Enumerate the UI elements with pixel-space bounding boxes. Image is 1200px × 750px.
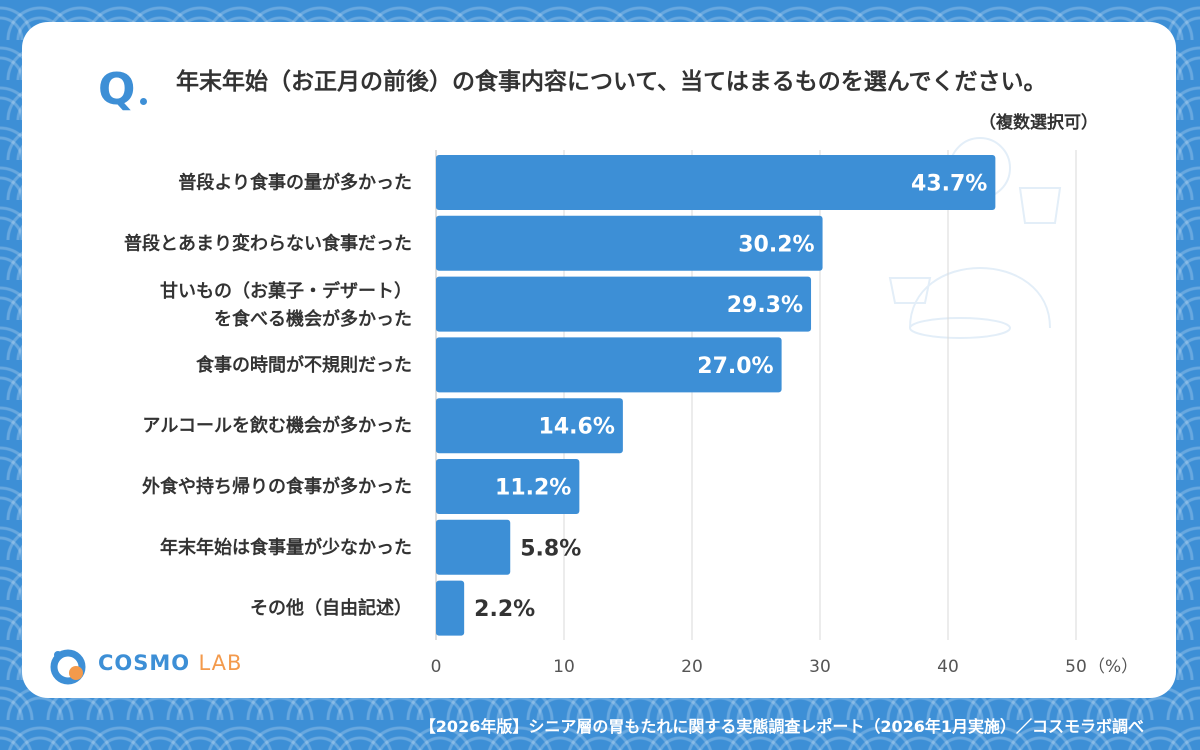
category-label: アルコールを飲む機会が多かった bbox=[142, 415, 412, 437]
cosmo-lab-logo: COSMO LAB bbox=[48, 645, 241, 685]
value-label: 30.2% bbox=[738, 232, 814, 257]
bar bbox=[436, 337, 782, 393]
value-label: 43.7% bbox=[911, 172, 987, 197]
question-mark-icon: Q bbox=[98, 64, 136, 115]
bars bbox=[436, 155, 996, 636]
x-tick-label: 30 bbox=[809, 657, 831, 677]
question-dot bbox=[140, 98, 147, 105]
bar bbox=[436, 459, 580, 514]
category-labels: 普段より食事の量が多かった普段とあまり変わらない食事だった甘いもの（お菓子・デザ… bbox=[124, 172, 412, 620]
logo-suffix: LAB bbox=[198, 651, 243, 675]
footer-source: 【2026年版】シニア層の胃もたれに関する実態調査レポート（2026年1月実施）… bbox=[419, 717, 1144, 736]
bar bbox=[436, 215, 823, 271]
bar bbox=[436, 519, 511, 575]
logo-name: COSMO bbox=[98, 651, 191, 675]
bar bbox=[436, 580, 465, 636]
category-label: 食事の時間が不規則だった bbox=[195, 354, 412, 376]
x-tick-label: 20 bbox=[681, 657, 703, 677]
category-label: 年末年始は食事量が少なかった bbox=[160, 536, 412, 558]
value-label: 14.6% bbox=[539, 415, 615, 440]
value-label: 11.2% bbox=[495, 476, 571, 501]
bar bbox=[436, 276, 812, 332]
question-text: 年末年始（お正月の前後）の食事内容について、当てはまるものを選んでください。 bbox=[176, 69, 1047, 95]
value-label: 29.3% bbox=[727, 293, 803, 318]
value-labels: 43.7% 30.2% 29.3% 27.0% 14.6% 11.2% 5.8% 2.2% bbox=[474, 172, 987, 623]
value-label: 2.2% bbox=[474, 597, 535, 622]
category-label: 普段より食事の量が多かった bbox=[178, 172, 412, 194]
x-axis-ticks: 0 10 20 30 40 50 （%） bbox=[431, 657, 1139, 677]
x-axis-unit: （%） bbox=[1088, 657, 1138, 677]
value-label: 27.0% bbox=[697, 354, 773, 379]
logo-icon bbox=[50, 649, 86, 685]
category-label: 外食や持ち帰りの食事が多かった bbox=[142, 476, 412, 498]
x-tick-label: 10 bbox=[553, 657, 575, 677]
category-label: を食べる機会が多かった bbox=[214, 308, 412, 330]
bar bbox=[436, 155, 996, 210]
category-label: 普段とあまり変わらない食事だった bbox=[124, 232, 412, 254]
multiple-choice-note: （複数選択可） bbox=[979, 113, 1098, 133]
bar bbox=[436, 398, 623, 454]
x-tick-label: 40 bbox=[937, 657, 959, 677]
category-label: 甘いもの（お菓子・デザート） bbox=[160, 280, 412, 302]
bar-chart: 普段より食事の量が多かった普段とあまり変わらない食事だった甘いもの（お菓子・デザ… bbox=[124, 150, 1139, 677]
x-tick-label: 0 bbox=[431, 657, 442, 677]
value-label: 5.8% bbox=[520, 536, 581, 561]
category-label: その他（自由記述） bbox=[250, 597, 412, 619]
x-tick-label: 50 bbox=[1065, 657, 1087, 677]
